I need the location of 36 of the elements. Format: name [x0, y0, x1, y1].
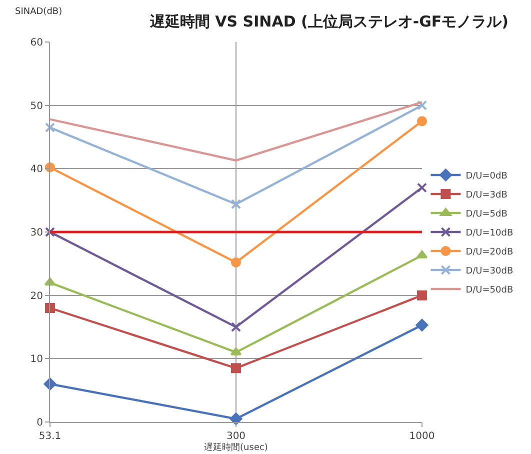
point	[45, 122, 55, 132]
y-axis-title: SINAD(dB)	[15, 7, 62, 17]
point	[231, 199, 241, 210]
chart-title: 遅延時間 VS SINAD (上位局ステレオ-GFモノラル)	[148, 12, 509, 30]
point	[45, 303, 55, 313]
point	[230, 412, 242, 426]
x-tick-label: 1000	[409, 431, 435, 442]
legend-label: D/U=3dB	[466, 190, 508, 201]
point	[231, 257, 241, 268]
point	[417, 100, 427, 110]
y-tick-label: 30	[30, 228, 43, 238]
point	[417, 182, 427, 193]
point	[231, 363, 241, 374]
legend-label: D/U=5dB	[466, 210, 508, 220]
point	[416, 250, 428, 258]
x-axis-title: 遅延時間(usec)	[204, 442, 268, 453]
point	[417, 290, 427, 300]
y-tick-label: 50	[30, 100, 43, 112]
point	[416, 318, 428, 332]
point	[45, 227, 55, 237]
legend-label: D/U=10dB	[466, 228, 514, 239]
legend-label: D/U=20dB	[466, 248, 514, 258]
y-tick-label: 10	[30, 354, 43, 366]
point	[417, 116, 427, 126]
y-tick-label: 20	[30, 290, 43, 302]
legend-label: D/U=30dB	[466, 266, 514, 277]
legend-label: D/U=0dB	[466, 172, 508, 182]
y-tick-label: 40	[30, 164, 43, 176]
point	[44, 378, 56, 390]
x-tick-label: 53.1	[38, 431, 62, 442]
point	[230, 347, 242, 356]
x-tick-label: 300	[226, 431, 246, 442]
legend-label: D/U=50dB	[466, 286, 514, 296]
point	[231, 322, 241, 332]
y-tick-label: 60	[30, 38, 43, 48]
y-tick-label: 0	[36, 418, 43, 428]
